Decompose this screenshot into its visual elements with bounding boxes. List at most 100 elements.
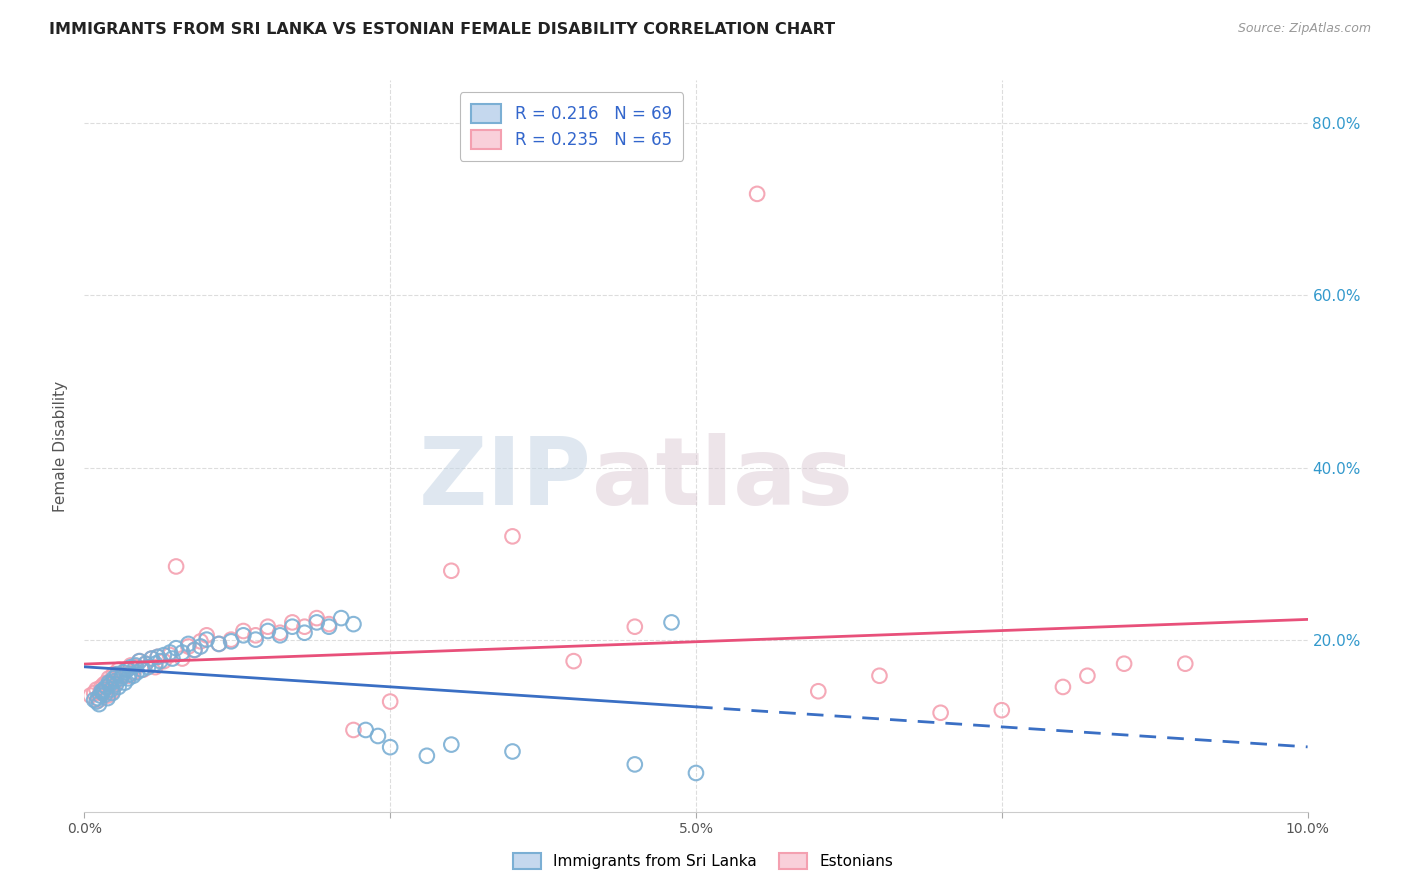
Point	[91, 686, 114, 700]
Point	[294, 625, 316, 640]
Point	[245, 628, 267, 642]
Point	[869, 669, 891, 683]
Point	[93, 682, 115, 697]
Point	[87, 691, 110, 706]
Point	[159, 648, 181, 662]
Point	[1052, 680, 1074, 694]
Point	[122, 665, 145, 680]
Point	[807, 684, 830, 698]
Point	[83, 686, 105, 700]
Point	[90, 684, 112, 698]
Point	[380, 740, 402, 755]
Text: Source: ZipAtlas.com: Source: ZipAtlas.com	[1237, 22, 1371, 36]
Point	[107, 663, 129, 677]
Point	[153, 654, 176, 668]
Point	[98, 675, 121, 690]
Point	[416, 748, 439, 763]
Point	[114, 675, 136, 690]
Point	[208, 637, 231, 651]
Point	[502, 529, 524, 543]
Point	[440, 564, 463, 578]
Point	[190, 634, 212, 648]
Point	[305, 615, 328, 630]
Point	[318, 620, 340, 634]
Point	[128, 654, 150, 668]
Point	[380, 695, 402, 709]
Point	[120, 658, 142, 673]
Point	[135, 657, 157, 671]
Point	[153, 648, 176, 662]
Point	[117, 669, 139, 683]
Point	[991, 703, 1014, 717]
Point	[86, 695, 108, 709]
Point	[87, 693, 110, 707]
Point	[232, 628, 254, 642]
Point	[685, 766, 707, 780]
Point	[183, 643, 205, 657]
Point	[146, 649, 169, 664]
Text: atlas: atlas	[592, 433, 853, 524]
Point	[97, 675, 120, 690]
Point	[104, 673, 127, 688]
Point	[103, 671, 125, 685]
Point	[149, 654, 172, 668]
Point	[100, 680, 122, 694]
Point	[342, 723, 364, 737]
Point	[195, 628, 218, 642]
Point	[318, 617, 340, 632]
Point	[1174, 657, 1197, 671]
Point	[294, 620, 316, 634]
Point	[100, 682, 122, 697]
Point	[269, 628, 291, 642]
Point	[87, 697, 110, 711]
Point	[367, 729, 389, 743]
Point	[502, 744, 524, 758]
Point	[118, 667, 141, 681]
Point	[94, 688, 117, 702]
Point	[97, 671, 120, 685]
Point	[624, 620, 647, 634]
Point	[115, 663, 138, 677]
Point	[128, 654, 150, 668]
Point	[112, 665, 135, 680]
Point	[103, 667, 125, 681]
Point	[101, 686, 124, 700]
Point	[440, 738, 463, 752]
Point	[177, 640, 200, 654]
Point	[208, 637, 231, 651]
Point	[562, 654, 585, 668]
Point	[96, 675, 118, 690]
Point	[125, 658, 148, 673]
Point	[105, 667, 128, 681]
Point	[107, 680, 129, 694]
Point	[111, 669, 134, 683]
Point	[125, 665, 148, 680]
Point	[146, 649, 169, 664]
Point	[110, 669, 132, 683]
Point	[105, 675, 128, 690]
Point	[97, 691, 120, 706]
Point	[1114, 657, 1136, 671]
Point	[105, 677, 128, 691]
Point	[661, 615, 683, 630]
Point	[141, 651, 163, 665]
Point	[132, 663, 155, 677]
Point	[89, 689, 111, 703]
Point	[257, 624, 280, 638]
Point	[143, 657, 166, 671]
Point	[269, 625, 291, 640]
Point	[89, 686, 111, 700]
Point	[165, 559, 187, 574]
Point	[177, 637, 200, 651]
Point	[91, 684, 114, 698]
Point	[101, 684, 124, 698]
Point	[747, 186, 769, 201]
Point	[183, 643, 205, 657]
Point	[172, 646, 194, 660]
Point	[112, 667, 135, 681]
Point	[97, 689, 120, 703]
Point	[354, 723, 377, 737]
Point	[305, 611, 328, 625]
Point	[122, 669, 145, 683]
Point	[131, 663, 153, 677]
